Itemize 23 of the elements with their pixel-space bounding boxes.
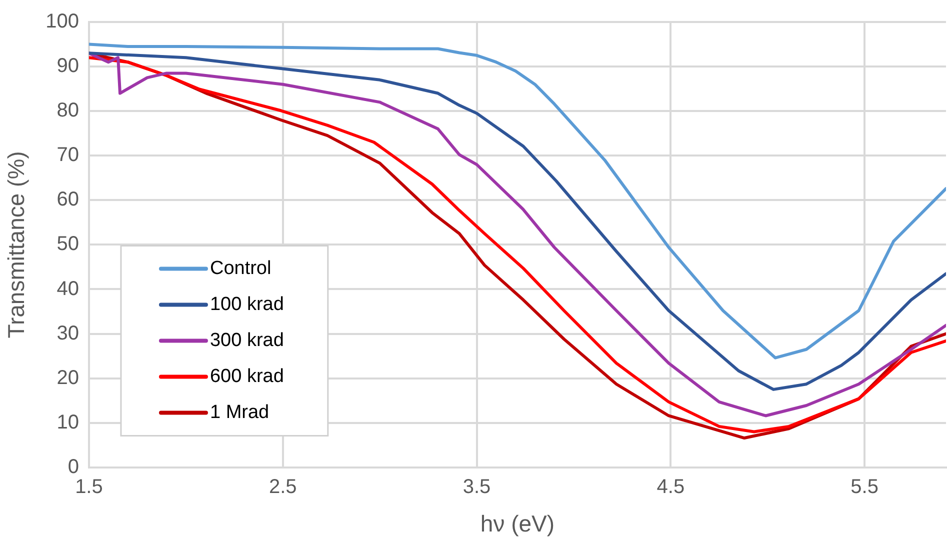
legend-label: 600 krad [210,366,284,387]
y-tick-label: 40 [56,278,79,300]
y-tick-label: 70 [56,144,79,166]
x-tick-label: 1.5 [75,476,103,498]
x-tick-label: 5.5 [850,476,878,498]
y-tick-label: 0 [68,456,79,478]
y-tick-label: 30 [56,322,79,344]
y-tick-label: 60 [56,188,79,211]
y-tick-label: 20 [56,366,79,389]
y-tick-label: 80 [56,100,79,122]
y-tick-label: 100 [46,10,79,33]
legend-label: 100 krad [210,294,284,315]
y-axis-title: Transmittance (%) [3,151,30,338]
y-tick-label: 50 [56,233,79,256]
y-tick-label: 90 [56,55,79,78]
x-tick-label: 3.5 [462,476,491,498]
y-tick-label: 10 [56,411,79,434]
legend-label: Control [210,258,272,279]
x-axis-title: hν (eV) [480,510,555,537]
x-tick-label: 2.5 [268,476,297,498]
x-tick-label: 4.5 [656,476,685,498]
legend-label: 300 krad [210,330,284,351]
legend-label: 1 Mrad [210,402,270,423]
